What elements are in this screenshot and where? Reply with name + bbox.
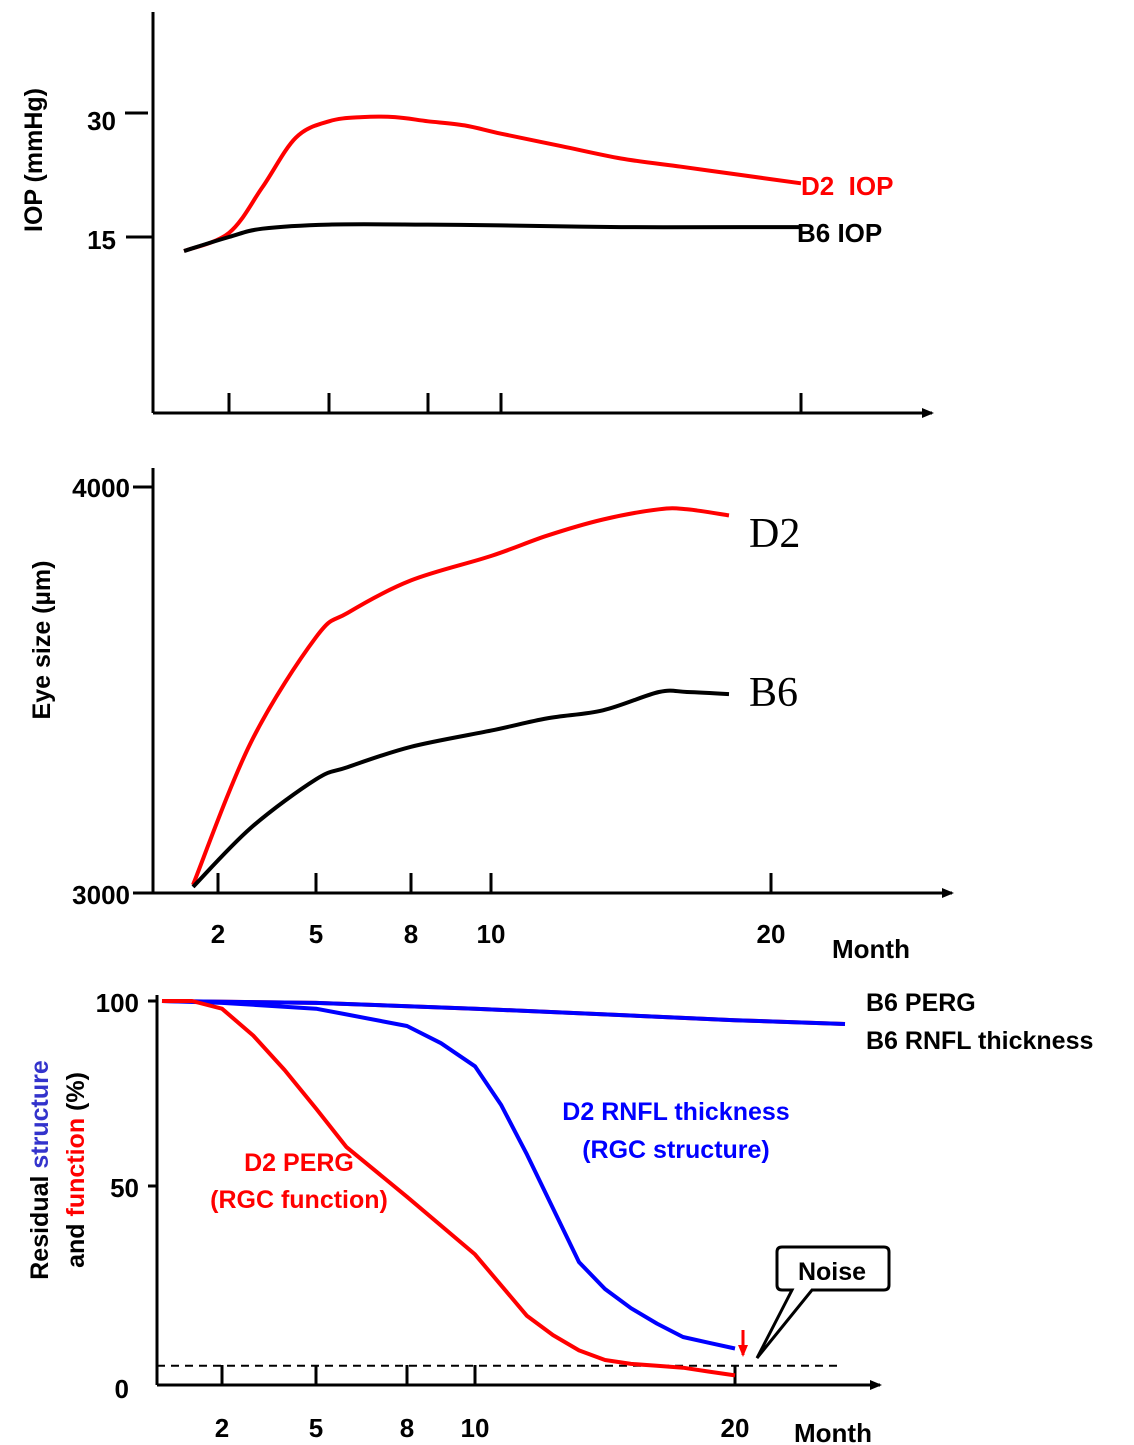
- series-line-b6-rnfl-thickness: [161, 999, 846, 1026]
- series-label-b6: B6: [749, 670, 798, 716]
- panel3-ytick-0: 0: [115, 1374, 129, 1404]
- panel2-ytick-3000: 3000: [72, 880, 130, 910]
- series-line-b6-iop: [183, 222, 801, 253]
- panel3-x-ticks: 2 5 8 10 20: [215, 1365, 750, 1443]
- series-label-d2: D2: [749, 511, 800, 557]
- series-line-b6: [191, 688, 730, 889]
- noise-callout: Noise: [738, 1245, 891, 1359]
- panel1-y-label: IOP (mmHg): [20, 88, 48, 232]
- x-tick-label-2: 2: [211, 919, 225, 949]
- x-tick-label-20: 20: [721, 1413, 750, 1443]
- series-label-b6-rnfl: B6 RNFL thickness: [866, 1027, 1093, 1055]
- series-label-b6-iop: B6 IOP: [797, 218, 882, 248]
- panel1-ytick-30: 30: [87, 106, 116, 136]
- x-tick-label-8: 8: [400, 1413, 414, 1443]
- panel3-series: [161, 999, 846, 1378]
- series-line-d2: [191, 506, 730, 886]
- panel2-x-ticks: 2 5 8 10 20: [211, 873, 786, 949]
- panel2-x-label: Month: [832, 934, 910, 964]
- series-label-d2-rnfl-line1: D2 RNFL thickness: [562, 1098, 789, 1126]
- series-line-d2-rnfl-thickness: [161, 999, 736, 1351]
- x-tick-label-10: 10: [477, 919, 506, 949]
- panel3-y-label-line2: and function (%): [62, 1072, 90, 1268]
- series-label-d2-iop: D2 IOP: [801, 171, 893, 201]
- x-tick-label-5: 5: [309, 919, 323, 949]
- panel2-series: [191, 506, 730, 889]
- panel1-series: [183, 114, 802, 253]
- x-tick-label-20: 20: [757, 919, 786, 949]
- panel3-ytick-50: 50: [110, 1173, 139, 1203]
- panel2-y-label: Eye size (µm): [28, 561, 56, 720]
- series-label-b6-perg: B6 PERG: [866, 989, 976, 1017]
- x-tick-label-2: 2: [215, 1413, 229, 1443]
- series-line-d2-iop: [183, 114, 802, 253]
- series-label-d2-perg-line1: D2 PERG: [244, 1149, 354, 1177]
- panel1-x-ticks: [227, 393, 803, 413]
- panel3-x-label: Month: [794, 1418, 872, 1445]
- panel-eye-size: 4000 3000 Eye size (µm) 2 5 8 10 20 Month D2…: [28, 468, 954, 964]
- panel-residual: 100 50 0 Residual structure and function…: [26, 988, 1093, 1445]
- panel2-ytick-4000: 4000: [72, 473, 130, 503]
- noise-callout-text: Noise: [798, 1258, 866, 1286]
- series-label-d2-perg-line2: (RGC function): [210, 1186, 388, 1214]
- panel1-y-ticks: [125, 111, 153, 239]
- x-tick-label-10: 10: [461, 1413, 490, 1443]
- series-line-d2-perg: [162, 999, 736, 1378]
- panel-iop: 30 15 IOP (mmHg) D2 IOP B6 IOP: [20, 12, 934, 418]
- noise-callout-bubble: [755, 1245, 891, 1359]
- series-label-d2-rnfl-line2: (RGC structure): [582, 1136, 770, 1164]
- panel3-y-label: Residual structure: [26, 1060, 54, 1280]
- x-tick-label-5: 5: [309, 1413, 323, 1443]
- panel1-ytick-15: 15: [87, 225, 116, 255]
- x-tick-label-8: 8: [404, 919, 418, 949]
- panel3-ytick-100: 100: [96, 988, 139, 1018]
